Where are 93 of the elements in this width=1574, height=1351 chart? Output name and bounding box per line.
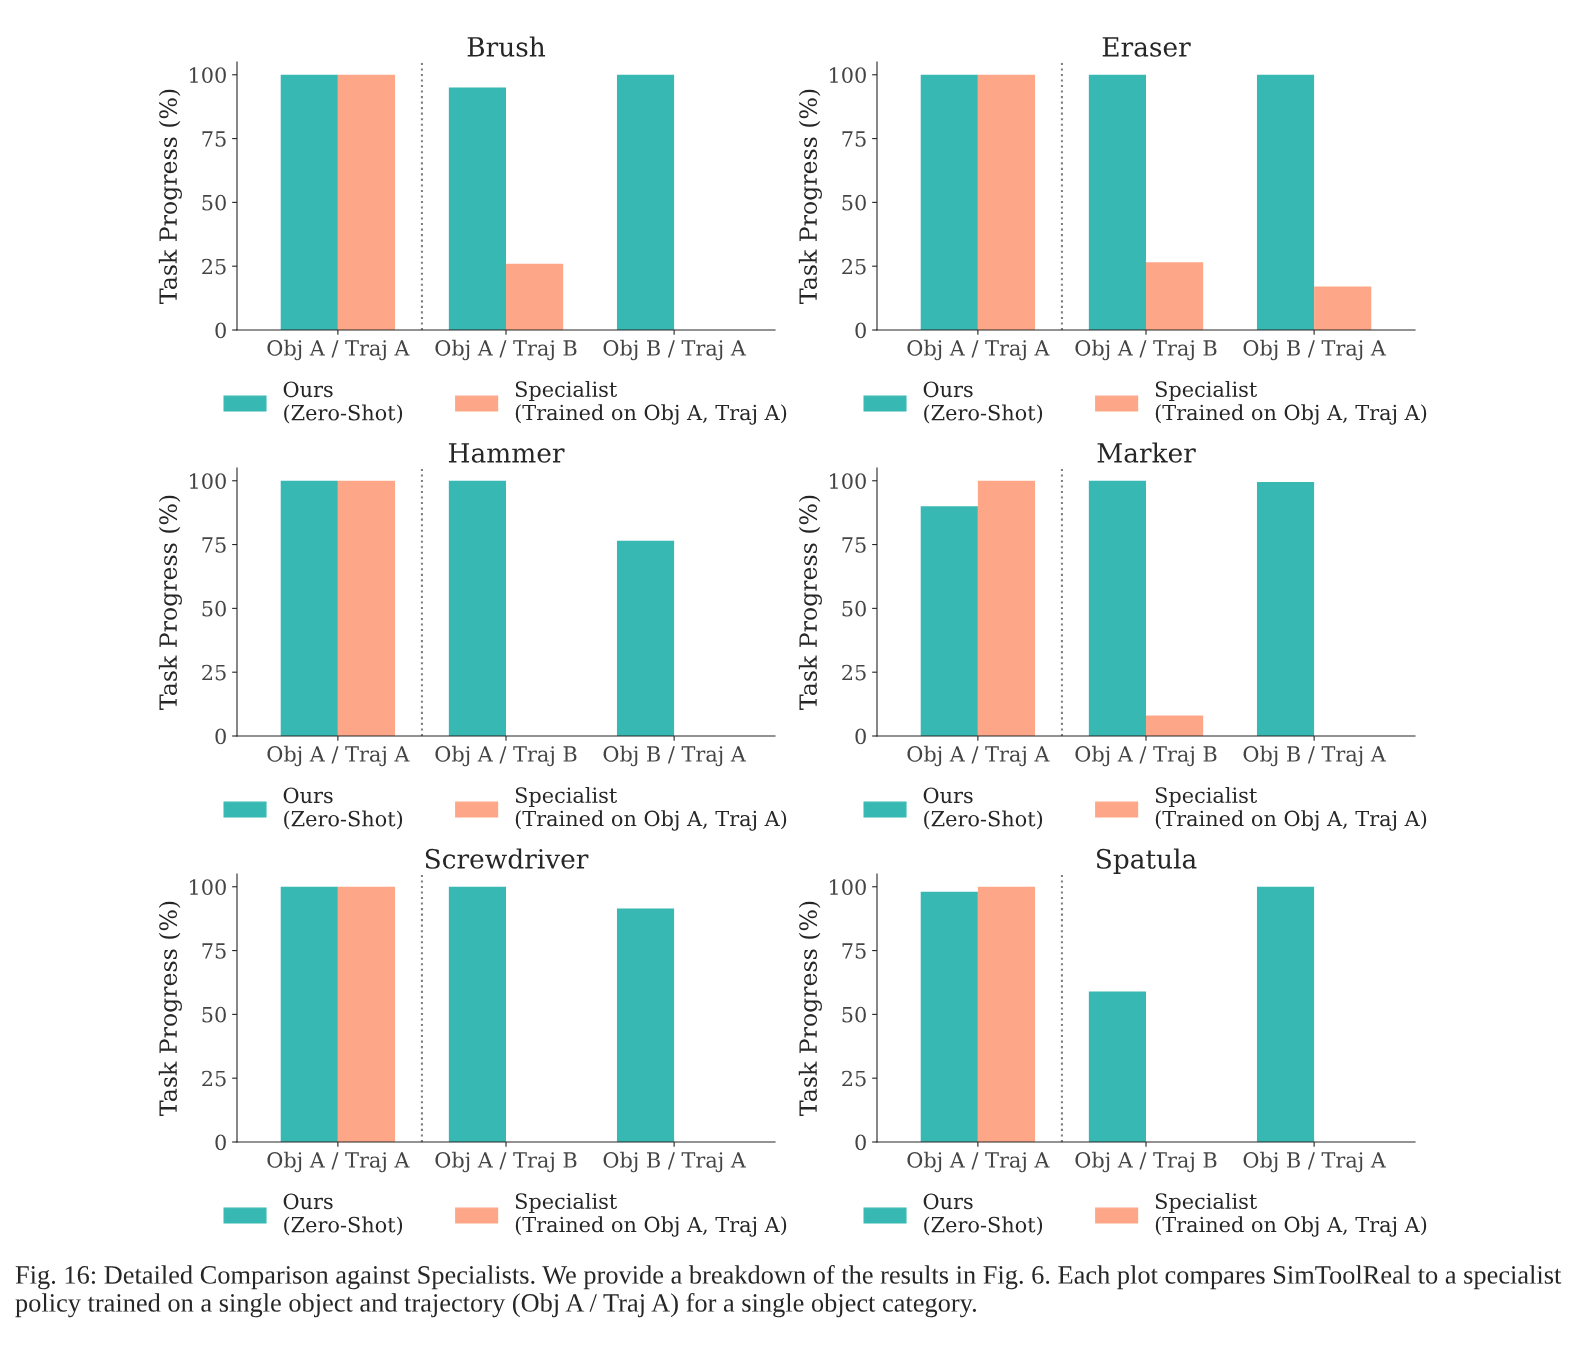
bar (506, 263, 564, 330)
x-tick-label: Obj A / Traj A (267, 1151, 410, 1173)
x-tick-label: Obj A / Traj B (1075, 1151, 1217, 1173)
bar (1088, 480, 1146, 736)
legend-label: Ours (Zero-Shot) (283, 1193, 403, 1236)
x-tick-label: Obj A / Traj B (435, 339, 577, 361)
y-tick-label: 75 (202, 131, 226, 147)
legend-label: Ours (Zero-Shot) (283, 381, 403, 424)
y-tick-label: 50 (202, 1006, 226, 1023)
y-tick-label: 75 (202, 943, 226, 959)
y-tick-label: 50 (202, 600, 226, 617)
legend-label: Specialist (Trained on Obj A, Traj A) (515, 786, 787, 831)
bar (1146, 262, 1204, 330)
x-tick-label: Obj A / Traj A (267, 745, 410, 767)
x-tick-label: Obj A / Traj A (267, 339, 410, 361)
y-tick-label: 25 (202, 258, 226, 275)
legend-label: Ours (Zero-Shot) (923, 381, 1043, 424)
y-tick-label: 25 (842, 258, 866, 275)
y-axis-title: Task Progress (%) (158, 495, 182, 710)
x-tick-label: Obj A / Traj A (907, 745, 1050, 767)
y-tick-label: 100 (190, 67, 226, 83)
legend-label: Specialist (Trained on Obj A, Traj A) (1155, 786, 1427, 831)
y-tick-label: 100 (830, 67, 866, 83)
y-axis-title: Task Progress (%) (158, 901, 182, 1116)
bar (337, 74, 396, 330)
bar (1146, 715, 1204, 736)
x-tick-label: Obj A / Traj B (1075, 339, 1217, 361)
bar (920, 74, 978, 330)
y-tick-label: 75 (842, 131, 866, 147)
chart-title: Eraser (1102, 37, 1191, 57)
y-tick-label: 75 (842, 943, 866, 959)
bar (1256, 886, 1315, 1142)
y-tick-label: 0 (855, 322, 866, 339)
x-tick-label: Obj A / Traj B (1075, 745, 1217, 767)
bar (920, 506, 978, 736)
y-tick-label: 100 (830, 879, 866, 895)
x-tick-label: Obj B / Traj A (1243, 745, 1387, 767)
bar (977, 480, 1036, 736)
chart-title: Spatula (1096, 848, 1197, 874)
x-tick-label: Obj A / Traj A (907, 1151, 1050, 1173)
y-tick-label: 25 (202, 1070, 226, 1087)
legend-label: Specialist (Trained on Obj A, Traj A) (1155, 1192, 1427, 1237)
caption: Fig. 16: Detailed Comparison against Specialists. We provide a breakdown of the results in Fig. 6. Each plot compares SimToolReal to a specialist policy trained on a single object and trajectory (Obj A / Traj A) for a single object category. (15, 1265, 1562, 1318)
y-axis-title: Task Progress (%) (158, 89, 182, 304)
y-tick-label: 50 (842, 194, 866, 211)
y-axis-title: Task Progress (%) (798, 901, 822, 1116)
y-tick-label: 0 (215, 322, 226, 339)
y-tick-label: 25 (842, 664, 866, 681)
y-tick-label: 0 (855, 1134, 866, 1151)
legend-label: Specialist (Trained on Obj A, Traj A) (515, 380, 787, 425)
bar (977, 74, 1036, 330)
legend-label: Ours (Zero-Shot) (923, 1193, 1043, 1236)
x-tick-label: Obj B / Traj A (603, 1151, 747, 1173)
legend-label: Ours (Zero-Shot) (283, 787, 403, 830)
y-tick-label: 25 (202, 664, 226, 681)
bar (1256, 482, 1315, 736)
bar (280, 74, 338, 330)
bar (1088, 991, 1146, 1142)
bar (616, 74, 675, 330)
y-tick-label: 0 (215, 728, 226, 745)
x-tick-label: Obj A / Traj B (435, 745, 577, 767)
y-tick-label: 50 (842, 1006, 866, 1023)
chart-title: Screwdriver (425, 848, 589, 869)
y-tick-label: 25 (842, 1070, 866, 1087)
x-tick-label: Obj B / Traj A (603, 745, 747, 767)
bar (920, 891, 978, 1142)
chart-title: Marker (1097, 442, 1196, 463)
legend-label: Specialist (Trained on Obj A, Traj A) (1155, 380, 1427, 425)
bar (1256, 74, 1315, 330)
chart-title: Brush (467, 36, 546, 57)
y-tick-label: 100 (830, 473, 866, 489)
y-tick-label: 100 (190, 879, 226, 895)
y-tick-label: 75 (202, 537, 226, 553)
x-tick-label: Obj B / Traj A (1243, 1151, 1387, 1173)
x-tick-label: Obj A / Traj A (907, 339, 1050, 361)
chart-title: Hammer (448, 443, 565, 463)
y-axis-title: Task Progress (%) (798, 89, 822, 304)
y-tick-label: 0 (855, 728, 866, 745)
bar (977, 886, 1036, 1142)
bar (1088, 74, 1146, 330)
legend-label: Ours (Zero-Shot) (923, 787, 1043, 830)
y-tick-label: 75 (842, 537, 866, 553)
x-tick-label: Obj A / Traj B (435, 1151, 577, 1173)
y-axis-title: Task Progress (%) (798, 495, 822, 710)
y-tick-label: 0 (215, 1134, 226, 1151)
legend-label: Specialist (Trained on Obj A, Traj A) (515, 1192, 787, 1237)
y-tick-label: 50 (202, 194, 226, 211)
x-tick-label: Obj B / Traj A (603, 339, 747, 361)
x-tick-label: Obj B / Traj A (1243, 339, 1387, 361)
y-tick-label: 50 (842, 600, 866, 617)
bar (1314, 286, 1372, 330)
bar (448, 87, 506, 330)
y-tick-label: 100 (190, 473, 226, 489)
